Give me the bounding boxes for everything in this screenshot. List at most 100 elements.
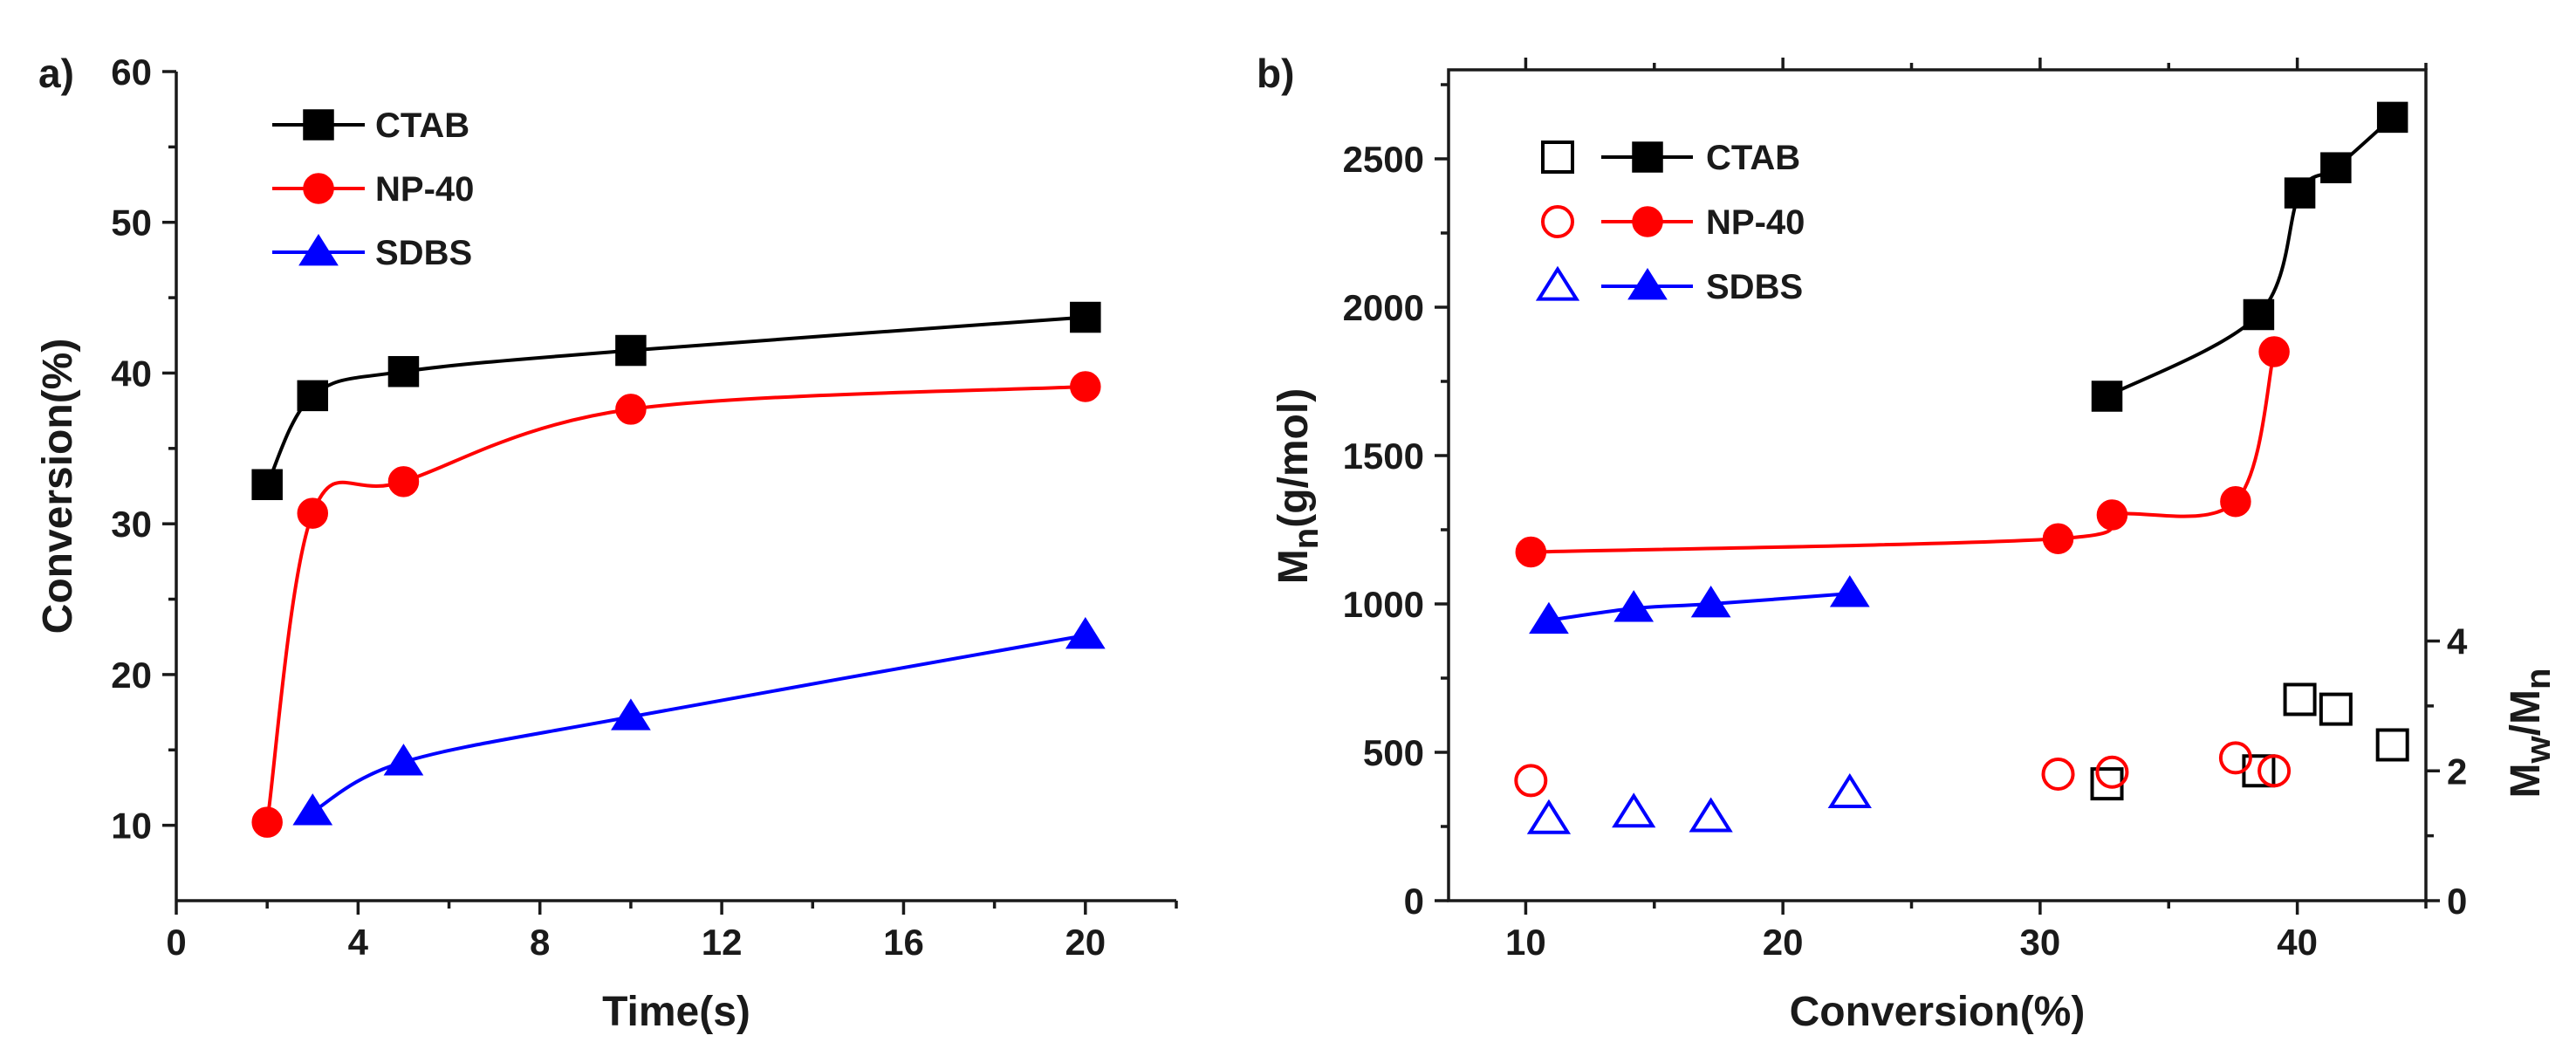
panel-b-point-sdbs-dispersity (1612, 792, 1656, 828)
panel-a-legend-marker-np-40 (303, 173, 334, 204)
panel-b-point-np-40-dispersity (1514, 764, 1548, 798)
panel-a-point-ctab (297, 380, 329, 412)
panel-b-y-axis-title: Mn(g/mol) (1271, 388, 1326, 584)
panel-b-point-ctab-dispersity (2319, 692, 2353, 726)
panel-a-point-np-40 (297, 497, 329, 529)
panel-b-x-tick-label: 20 (1763, 922, 1804, 963)
panel-a-point-ctab (387, 355, 420, 387)
panel-b-right-title-part: M (2503, 763, 2549, 798)
panel-b-legend-open-marker-sdbs (1535, 265, 1580, 301)
panel-b-legend: CTAB NP-40 SDBS (1535, 139, 1805, 306)
panel-a-point-np-40 (615, 394, 647, 425)
panel-a-x-tick-label: 0 (166, 922, 186, 963)
panel-b-point-np-40-dispersity (2041, 757, 2075, 791)
panel-a-y-tick-label: 60 (111, 51, 152, 93)
panel-a-point-sdbs (611, 698, 651, 730)
panel-b-legend-label-np-40: NP-40 (1706, 203, 1805, 242)
panel-b-series-sdbs-mn-line (1548, 592, 1850, 622)
panel-b-point-np-40-mn (1515, 536, 1547, 568)
panel-b-legend-filled-marker-np-40 (1632, 206, 1663, 237)
panel-a-series-np-40-line (265, 385, 1086, 823)
panel-a-point-sdbs (1065, 617, 1106, 649)
panel-b-series-np-40-mn-line (1531, 351, 2277, 554)
panel-a-y-tick-label: 10 (111, 806, 152, 847)
panel-a-legend: CTAB NP-40 SDBS (272, 106, 474, 272)
panel-b-point-ctab-mn (2320, 152, 2352, 183)
panel-b-y-tick-label: 2000 (1343, 287, 1424, 328)
panel-a-legend-marker-sdbs (298, 234, 339, 266)
panel-b-y-tick-label: 2500 (1343, 139, 1424, 180)
panel-a-legend-label-sdbs: SDBS (375, 234, 472, 272)
panel-a-x-tick-label: 16 (883, 922, 924, 963)
panel-b-point-np-40-mn (2096, 499, 2128, 531)
panel-b-point-np-40-dispersity (2095, 755, 2129, 789)
panel-b-y-title-main: M (1271, 549, 1317, 584)
panel-a-point-sdbs (292, 793, 333, 826)
panel-b-point-ctab-mn (2376, 101, 2408, 134)
panel-b-x-tick-label: 10 (1505, 922, 1546, 963)
panel-a-series-sdbs-line (312, 634, 1086, 813)
panel-b-y-axis-title-label: Mn(g/mol) (1271, 388, 1326, 584)
panel-b-legend-label-sdbs: SDBS (1706, 268, 1803, 306)
panel-a-point-np-40 (387, 466, 420, 497)
panel-b-legend-filled-marker-ctab (1632, 141, 1663, 173)
panel-a-legend-label-np-40: NP-40 (375, 170, 474, 209)
panel-b-y-title-units: (g/mol) (1271, 388, 1317, 528)
panel-a-point-ctab (251, 469, 283, 501)
panel-a-label: a) (38, 51, 74, 96)
panel-b-y-title-subscript: n (1287, 528, 1326, 549)
panel-a-x-tick-label: 12 (702, 922, 743, 963)
panel-b-point-sdbs-dispersity (1827, 772, 1872, 808)
panel-b-legend-open-marker-np-40 (1541, 205, 1574, 238)
panel-b-right-title-part: /M (2503, 689, 2549, 736)
panel-b-plot-frame (1447, 68, 2428, 902)
panel-a-point-ctab (1070, 301, 1101, 333)
panel-b-x-tick-label: 30 (2020, 922, 2061, 963)
panel-b-legend-open-marker-ctab (1541, 141, 1574, 174)
panel-a-y-tick-label: 40 (111, 353, 152, 394)
panel-b-point-sdbs-mn (1829, 575, 1870, 607)
panel-b-point-np-40-mn (2258, 336, 2290, 367)
panel-a-x-tick-label: 20 (1065, 922, 1106, 963)
panel-b-point-sdbs-mn (1529, 601, 1569, 634)
panel-a-legend-marker-ctab (303, 109, 334, 141)
panel-b-y-tick-label: 1500 (1343, 435, 1424, 477)
panel-b-point-np-40-dispersity (2257, 754, 2292, 788)
panel-a-x-tick-label: 4 (348, 922, 369, 963)
panel-a-y-tick-label: 20 (111, 655, 152, 696)
panel-b-point-ctab-dispersity (2375, 728, 2409, 762)
panel-a-series-ctab-line (265, 315, 1086, 486)
panel-a-point-sdbs (383, 744, 424, 776)
panel-a-y-tick-label: 30 (111, 504, 152, 545)
panel-b-x-axis-title: Conversion(%) (1790, 989, 2086, 1035)
panel-b-right-tick-label: 2 (2447, 751, 2467, 792)
panel-b-legend-filled-marker-sdbs (1627, 268, 1668, 300)
panel-b-label: b) (1257, 51, 1294, 96)
panel-b-point-ctab-dispersity (2283, 682, 2317, 717)
panel-b-point-np-40-mn (2220, 485, 2251, 518)
panel-b-x-tick-label: 40 (2277, 922, 2318, 963)
panel-b-y-tick-label: 500 (1363, 732, 1424, 773)
panel-a-point-np-40 (1070, 371, 1101, 402)
panel-a-y-axis-title: Conversion(%) (35, 339, 81, 634)
panel-a-x-tick-label: 8 (530, 922, 550, 963)
panel-b-right-title-part: n (2519, 669, 2558, 689)
panel-b-point-np-40-mn (2042, 523, 2074, 554)
panel-b-point-ctab-mn (2091, 381, 2123, 412)
panel-b-right-tick-label: 4 (2447, 621, 2468, 662)
panel-b-point-np-40-dispersity (2218, 741, 2252, 775)
panel-b-right-axis-title: Mw/Mn (2503, 669, 2558, 799)
panel-b-y-tick-label: 1000 (1343, 584, 1424, 625)
panel-b-point-sdbs-mn (1613, 590, 1655, 622)
panel-a-point-np-40 (251, 806, 283, 838)
panel-b-right-tick-label: 0 (2447, 881, 2467, 922)
panel-b-point-ctab-mn (2243, 298, 2275, 331)
panel-a-y-tick-label: 50 (111, 202, 152, 243)
panel-a-point-ctab (615, 334, 647, 367)
panel-b-point-sdbs-dispersity (1526, 799, 1572, 834)
panel-b-point-ctab-mn (2284, 177, 2316, 209)
panel-b-right-axis-title-label: Mw/Mn (2503, 669, 2558, 799)
